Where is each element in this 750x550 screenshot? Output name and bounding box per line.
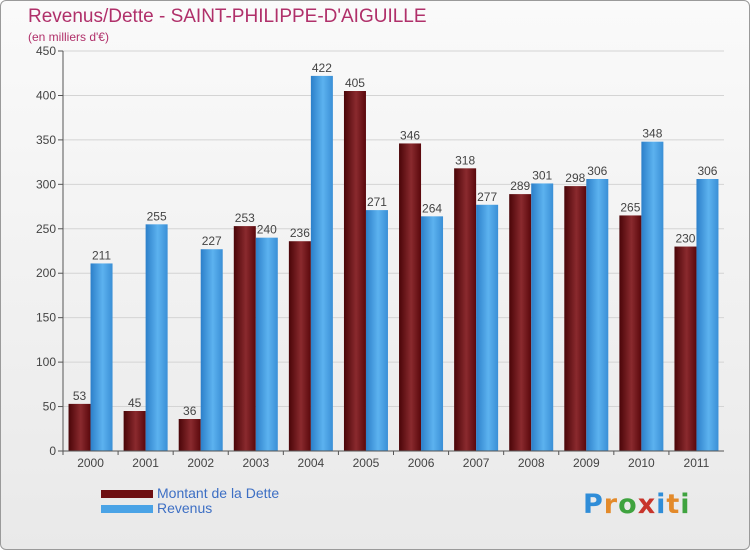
legend-swatch-dette <box>101 490 153 498</box>
legend-label-dette: Montant de la Dette <box>157 485 280 501</box>
y-tick-label: 200 <box>36 266 56 280</box>
y-tick-label: 150 <box>36 311 56 325</box>
bar-dette <box>68 403 91 451</box>
data-label: 253 <box>235 211 255 225</box>
bar-revenus <box>365 210 388 451</box>
bar-revenus <box>641 141 664 451</box>
x-tick-label: 2005 <box>353 456 380 470</box>
logo-letter: P <box>583 489 604 520</box>
data-label: 240 <box>257 223 277 237</box>
bar-dette <box>509 194 532 451</box>
x-tick-label: 2009 <box>573 456 600 470</box>
data-label: 236 <box>290 226 310 240</box>
logo-letter: i <box>656 489 667 520</box>
data-label: 301 <box>532 168 552 182</box>
data-label: 264 <box>422 201 442 215</box>
x-tick-label: 2007 <box>463 456 490 470</box>
data-label: 271 <box>367 195 387 209</box>
bar-dette <box>674 246 697 451</box>
data-label: 277 <box>477 190 497 204</box>
y-tick-label: 350 <box>36 133 56 147</box>
y-tick-label: 0 <box>49 444 56 458</box>
bar-dette <box>288 241 311 451</box>
legend-swatch-revenus <box>101 505 153 513</box>
data-label: 289 <box>510 179 530 193</box>
chart-title: Revenus/Dette - SAINT-PHILIPPE-D'AIGUILL… <box>28 6 427 27</box>
x-tick-label: 2001 <box>132 456 159 470</box>
x-tick-label: 2010 <box>628 456 655 470</box>
y-tick-label: 50 <box>43 400 57 414</box>
data-label: 255 <box>147 209 167 223</box>
data-label: 318 <box>455 153 475 167</box>
bar-dette <box>343 91 366 451</box>
bar-revenus <box>476 204 499 451</box>
bar-revenus <box>531 183 554 451</box>
data-label: 230 <box>675 232 695 246</box>
x-tick-label: 2004 <box>298 456 325 470</box>
y-tick-label: 250 <box>36 222 56 236</box>
data-label: 348 <box>642 127 662 141</box>
bar-revenus <box>90 263 113 451</box>
legend-label-revenus: Revenus <box>157 500 213 516</box>
chart-subtitle: (en milliers d'€) <box>28 30 109 44</box>
y-tick-label: 450 <box>36 44 56 58</box>
logo-letter: o <box>618 489 638 520</box>
x-tick-label: 2008 <box>518 456 545 470</box>
y-tick-label: 400 <box>36 88 56 102</box>
data-label: 53 <box>73 389 87 403</box>
grid-lines <box>63 50 724 452</box>
x-tick-label: 2000 <box>77 456 104 470</box>
bar-dette <box>123 411 146 451</box>
data-label: 306 <box>697 164 717 178</box>
y-tick-label: 300 <box>36 177 56 191</box>
bar-revenus <box>200 249 223 451</box>
logo-letter: t <box>666 489 681 520</box>
proxiti-logo: Proxiti <box>583 489 691 520</box>
y-tick-label: 100 <box>36 355 56 369</box>
data-label: 298 <box>565 171 585 185</box>
axes: 0 50 100 150 200 250 300 350 400 450 2000 2001 2002 2… <box>36 44 724 470</box>
x-tick-label: 2002 <box>187 456 214 470</box>
data-label: 227 <box>202 234 222 248</box>
bar-revenus <box>310 75 333 451</box>
logo-letter: i <box>680 489 691 520</box>
data-label: 346 <box>400 128 420 142</box>
data-label: 36 <box>183 404 197 418</box>
data-label: 405 <box>345 76 365 90</box>
bar-revenus <box>421 216 444 451</box>
x-tick-label: 2006 <box>408 456 435 470</box>
logo-letter: x <box>637 489 657 520</box>
bar-revenus <box>586 179 609 451</box>
bar-dette <box>178 419 201 451</box>
bar-revenus <box>696 179 719 451</box>
bar-dette <box>399 143 422 451</box>
x-tick-label: 2003 <box>242 456 269 470</box>
bars <box>68 75 719 452</box>
data-label: 306 <box>587 164 607 178</box>
bar-dette <box>233 226 256 451</box>
data-label: 211 <box>92 248 111 262</box>
data-label: 45 <box>128 396 142 410</box>
x-tick-label: 2011 <box>684 456 710 470</box>
data-label: 265 <box>620 200 640 214</box>
bar-revenus <box>145 224 168 451</box>
bar-dette <box>619 215 642 451</box>
bar-revenus <box>255 237 278 451</box>
bar-dette <box>564 186 587 451</box>
bar-dette <box>454 168 477 452</box>
data-label: 422 <box>312 61 332 75</box>
logo-letter: r <box>603 489 619 520</box>
